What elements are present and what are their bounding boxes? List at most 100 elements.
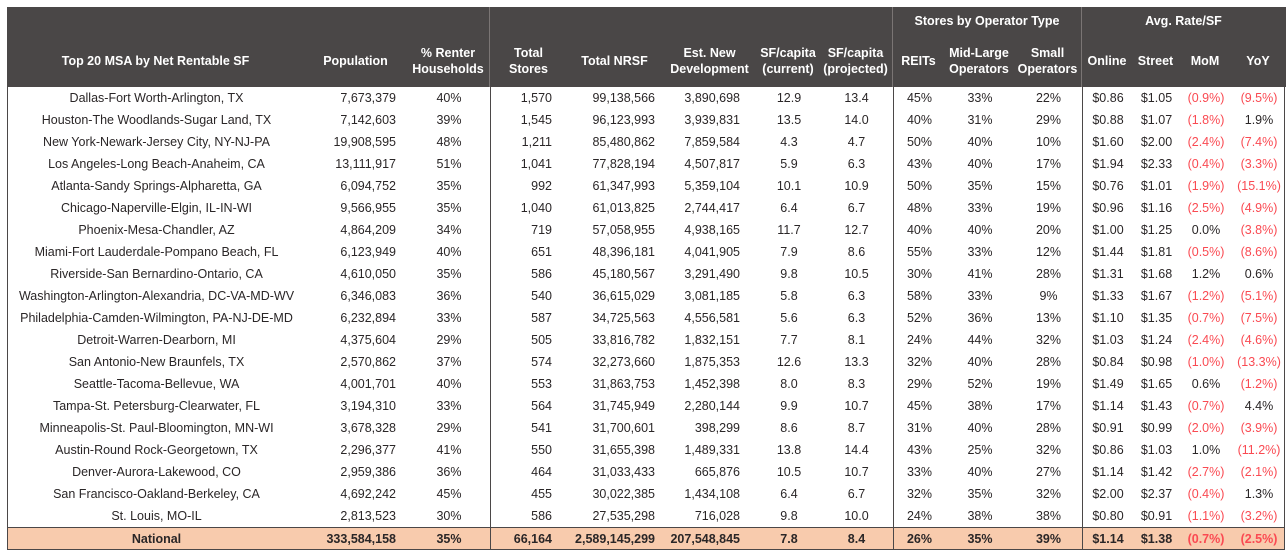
cell-sf-capita-projected: 14.0 <box>844 113 869 127</box>
cell-est-new-development: 665,876 <box>694 465 740 479</box>
cell-mom: 1.2% <box>1191 267 1221 281</box>
cell-population: 3,678,328 <box>340 421 396 435</box>
cell-renter-households: 39% <box>436 113 462 127</box>
cell-street-rate: $1.24 <box>1140 333 1173 347</box>
cell-renter-households: 36% <box>436 289 462 303</box>
cell-yoy: (7.4%) <box>1240 135 1278 149</box>
cell-msa: Phoenix-Mesa-Chandler, AZ <box>78 223 235 237</box>
cell-total-nrsf: 30,022,385 <box>592 487 655 501</box>
cell-yoy: (8.6%) <box>1240 245 1278 259</box>
cell-msa: Austin-Round Rock-Georgetown, TX <box>55 443 258 457</box>
cell-msa: Houston-The Woodlands-Sugar Land, TX <box>41 113 272 127</box>
cell-renter-households: 33% <box>436 399 462 413</box>
cell-renter-households: 45% <box>436 487 462 501</box>
cell-total-nrsf: 96,123,993 <box>592 113 655 127</box>
cell-msa: San Francisco-Oakland-Berkeley, CA <box>53 487 260 501</box>
cell-yoy: 1.3% <box>1244 487 1274 501</box>
cell-reits: 43% <box>893 439 945 461</box>
cell-mom: (1.2%) <box>1187 289 1225 303</box>
table-row: New York-Newark-Jersey City, NY-NJ-PA 19,… <box>8 131 1284 153</box>
cell-total-stores: 586 <box>490 263 568 285</box>
cell-sf-capita-projected: 4.7 <box>847 135 866 149</box>
cell-reits: 50% <box>893 131 945 153</box>
cell-yoy: (15.1%) <box>1237 179 1281 193</box>
cell-reits: 52% <box>893 307 945 329</box>
cell-sf-capita-current: 9.9 <box>780 399 798 413</box>
column-header-total-stores: Total Stores <box>489 7 567 87</box>
cell-small-operators: 28% <box>1035 355 1062 369</box>
cell-mid-large-operators: 40% <box>967 157 993 171</box>
cell-online-rate: $1.60 <box>1082 131 1133 153</box>
cell-sf-capita-current: 5.6 <box>780 311 798 325</box>
cell-sf-capita-current: 6.4 <box>780 201 798 215</box>
cell-population: 2,959,386 <box>340 465 396 479</box>
table-row: Minneapolis-St. Paul-Bloomington, MN-WI 3… <box>8 417 1284 439</box>
cell-population: 4,692,242 <box>340 487 396 501</box>
cell-mom: (2.0%) <box>1187 421 1225 435</box>
cell-mid-large-operators: 40% <box>967 465 993 479</box>
cell-yoy: (2.5%) <box>1240 531 1278 546</box>
column-header-msa: Top 20 MSA by Net Rentable SF <box>61 54 250 69</box>
cell-renter-households: 35% <box>436 201 462 215</box>
cell-mid-large-operators: 40% <box>967 223 993 237</box>
cell-street-rate: $1.42 <box>1140 465 1173 479</box>
cell-renter-households: 35% <box>436 267 462 281</box>
cell-renter-households: 37% <box>436 355 462 369</box>
cell-small-operators: 32% <box>1035 487 1062 501</box>
cell-msa: Chicago-Naperville-Elgin, IL-IN-WI <box>60 201 253 215</box>
cell-mom: 1.0% <box>1191 443 1221 457</box>
cell-population: 4,610,050 <box>340 267 396 281</box>
cell-population: 7,673,379 <box>340 91 396 105</box>
cell-yoy: (7.5%) <box>1240 311 1278 325</box>
cell-sf-capita-projected: 10.5 <box>844 267 869 281</box>
cell-small-operators: 9% <box>1039 289 1058 303</box>
cell-population: 6,094,752 <box>340 179 396 193</box>
cell-mom: 0.0% <box>1191 223 1221 237</box>
cell-street-rate: $2.33 <box>1140 157 1173 171</box>
cell-small-operators: 29% <box>1035 113 1062 127</box>
cell-mid-large-operators: 33% <box>967 91 993 105</box>
cell-small-operators: 17% <box>1035 399 1062 413</box>
cell-reits: 40% <box>893 219 945 241</box>
cell-reits: 58% <box>893 285 945 307</box>
group-header-stores-by-operator-type: Stores by Operator Type <box>892 7 1081 37</box>
cell-street-rate: $1.05 <box>1140 91 1173 105</box>
cell-total-stores: 1,570 <box>490 87 568 109</box>
cell-small-operators: 17% <box>1035 157 1062 171</box>
cell-est-new-development: 4,938,165 <box>684 223 740 237</box>
table-row: Tampa-St. Petersburg-Clearwater, FL 3,194… <box>8 395 1284 417</box>
cell-mom: (1.1%) <box>1187 509 1225 523</box>
table-body: Dallas-Fort Worth-Arlington, TX 7,673,379… <box>8 86 1284 549</box>
cell-est-new-development: 4,556,581 <box>684 311 740 325</box>
cell-reits: 55% <box>893 241 945 263</box>
table-row: Houston-The Woodlands-Sugar Land, TX 7,14… <box>8 109 1284 131</box>
cell-sf-capita-current: 13.8 <box>776 443 802 457</box>
cell-small-operators: 19% <box>1035 377 1062 391</box>
cell-mid-large-operators: 31% <box>967 113 993 127</box>
cell-renter-households: 30% <box>436 509 462 523</box>
column-header-renter-households: % Renter Households <box>412 46 484 76</box>
cell-small-operators: 12% <box>1035 245 1062 259</box>
cell-online-rate: $0.88 <box>1082 109 1133 131</box>
cell-total-nrsf: 36,615,029 <box>592 289 655 303</box>
cell-total-nrsf: 31,863,753 <box>592 377 655 391</box>
cell-total-nrsf: 34,725,563 <box>592 311 655 325</box>
cell-online-rate: $0.86 <box>1082 87 1133 109</box>
cell-total-nrsf: 31,033,433 <box>592 465 655 479</box>
table-row: Denver-Aurora-Lakewood, CO 2,959,386 36% 46… <box>8 461 1284 483</box>
cell-msa: Philadelphia-Camden-Wilmington, PA-NJ-DE… <box>20 311 293 325</box>
cell-est-new-development: 5,359,104 <box>684 179 740 193</box>
cell-msa: San Antonio-New Braunfels, TX <box>68 355 245 369</box>
cell-online-rate: $0.86 <box>1082 439 1133 461</box>
cell-sf-capita-current: 6.4 <box>780 487 798 501</box>
cell-sf-capita-projected: 10.7 <box>844 465 869 479</box>
cell-online-rate: $0.91 <box>1082 417 1133 439</box>
cell-sf-capita-current: 4.3 <box>780 135 798 149</box>
cell-yoy: (1.2%) <box>1240 377 1278 391</box>
cell-est-new-development: 3,890,698 <box>684 91 740 105</box>
cell-yoy: (3.9%) <box>1240 421 1278 435</box>
cell-renter-households: 29% <box>436 421 462 435</box>
cell-population: 6,346,083 <box>340 289 396 303</box>
table-row: San Francisco-Oakland-Berkeley, CA 4,692,… <box>8 483 1284 505</box>
cell-yoy: (4.9%) <box>1240 201 1278 215</box>
